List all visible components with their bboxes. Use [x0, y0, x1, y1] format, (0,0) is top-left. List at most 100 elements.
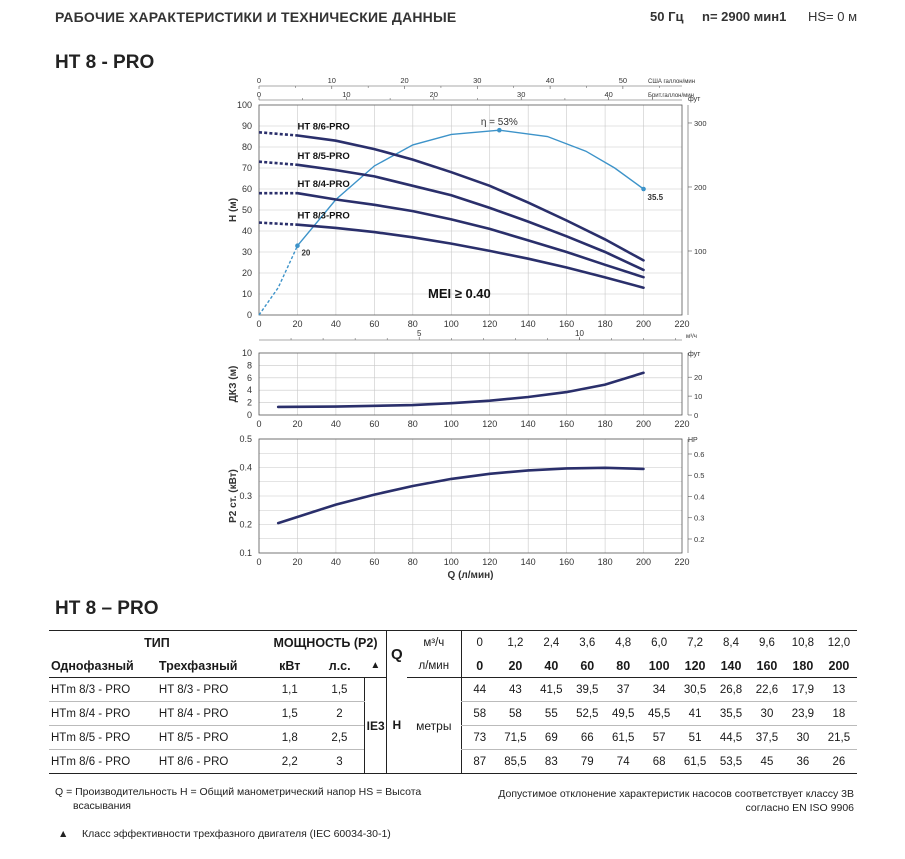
x-tick-label: 80 [408, 557, 418, 567]
right-axis-label: фут [688, 351, 701, 358]
frequency-label: 50 Гц [650, 9, 684, 24]
cell-head-value: 52,5 [569, 701, 606, 726]
q-m3h-1: 1,2 [497, 630, 534, 654]
model-title-top: HT 8 - PRO [55, 52, 155, 73]
head-curve-dashed [258, 221, 298, 226]
cell-head-value: 69 [533, 725, 570, 750]
cell-head-value: 34 [641, 677, 678, 702]
q-lmin-5: 100 [641, 654, 678, 678]
cell-head-value: 61,5 [605, 725, 642, 750]
x-tick-label: 220 [674, 419, 689, 429]
x-tick-label: 20 [292, 557, 302, 567]
header-q: Q [386, 630, 407, 678]
cell-kw: 1,8 [264, 725, 315, 750]
x-tick-label: 0 [256, 557, 261, 567]
y-right-tick-label: 0.4 [694, 492, 704, 501]
cell-kw: 1,1 [264, 677, 315, 702]
efficiency-peak-label: η = 53% [481, 117, 518, 128]
cell-head-value: 83 [533, 749, 570, 774]
y-tick-label: 100 [237, 100, 252, 110]
x-tick-label: 180 [598, 419, 613, 429]
top-us-label: США галлон/мин [648, 79, 695, 85]
cell-head-value: 57 [641, 725, 678, 750]
x-tick-label: 220 [674, 557, 689, 567]
power-curve [276, 466, 645, 525]
page-header-title: РАБОЧИЕ ХАРАКТЕРИСТИКИ И ТЕХНИЧЕСКИЕ ДАН… [55, 9, 457, 25]
cell-head-value: 13 [820, 677, 857, 702]
x-tick-label: 60 [369, 557, 379, 567]
q-lmin-3: 60 [569, 654, 606, 678]
y-right-tick-label: 200 [694, 183, 707, 192]
head-curve [296, 134, 645, 262]
top-imp-tick-label: 30 [517, 90, 525, 99]
top-us-tick-label: 30 [473, 76, 481, 85]
cell-three-phase: HT 8/3 - PRO [156, 677, 265, 702]
cell-head-value: 18 [820, 701, 857, 726]
top-us-tick-label: 10 [328, 76, 336, 85]
cell-head-value: 51 [677, 725, 714, 750]
x-tick-label: 20 [292, 419, 302, 429]
power-chart: 0.1 0.2 0.3 0.4 0.5 0 20 40 60 80 100 120 140 160 180 2… [228, 434, 704, 581]
efficiency-right-label: 35.5 [648, 193, 664, 202]
x-tick-label: 0 [256, 319, 261, 329]
q-m3h-3: 3,6 [569, 630, 606, 654]
top-imp-tick-label: 10 [342, 90, 350, 99]
x-tick-label: 0 [256, 419, 261, 429]
x-tick-label: 40 [331, 319, 341, 329]
legend-note: Q = Производительность H = Общий маномет… [55, 785, 421, 813]
cell-head-value: 58 [461, 701, 498, 726]
cell-head-value: 41 [677, 701, 714, 726]
header-kw: кВт [264, 654, 315, 678]
cell-head-value: 30,5 [677, 677, 714, 702]
cell-head-value: 44,5 [713, 725, 749, 750]
y-tick-label: 0.5 [239, 434, 252, 444]
x-tick-label: 140 [521, 419, 536, 429]
cell-head-value: 61,5 [677, 749, 714, 774]
efficiency-curve [296, 129, 644, 247]
top-imp-tick-label: 40 [604, 90, 612, 99]
cell-head-value: 45,5 [641, 701, 678, 726]
head-curve [296, 163, 645, 272]
head-curve [296, 191, 645, 279]
efficiency-point-left [295, 243, 300, 248]
header-three-phase: Трехфазный [156, 654, 265, 678]
table-row: HTm 8/4 - PRO HT 8/4 - PRO 1,5 2 58 58 55 52,5 4… [49, 701, 857, 726]
x-tick-label: 40 [331, 557, 341, 567]
x-tick-label: 180 [598, 557, 613, 567]
x-tick-label: 200 [636, 419, 651, 429]
x-axis-label: Q (л/мин) [448, 570, 494, 581]
cell-kw: 2,2 [264, 749, 315, 774]
cell-h-label: H [386, 677, 407, 774]
cell-head-value: 41,5 [533, 677, 570, 702]
head-curve-dashed [258, 160, 298, 167]
speed-label: n= 2900 мин1 [702, 9, 787, 24]
cell-head-value: 85,5 [497, 749, 534, 774]
plot-frame [258, 438, 683, 554]
npsh-curve [276, 371, 645, 409]
x-tick-label: 160 [559, 557, 574, 567]
y-right-tick-label: 10 [694, 392, 702, 401]
header-hp: л.с. [314, 654, 365, 678]
y-tick-label: 0.4 [239, 463, 252, 473]
x-tick-label: 200 [636, 557, 651, 567]
y-tick-label: 10 [242, 348, 252, 358]
efficiency-left-label: 20 [301, 249, 310, 258]
y-right-tick-label: 0.2 [694, 535, 704, 544]
cell-hp: 2 [314, 701, 365, 726]
cell-hp: 1,5 [314, 677, 365, 702]
cell-head-value: 87 [461, 749, 498, 774]
series-label: HT 8/5-PRO [297, 151, 349, 162]
y-tick-label: 6 [247, 373, 252, 383]
y-right-tick-label: 0.5 [694, 471, 704, 480]
x-tick-label: 120 [482, 557, 497, 567]
y-right-tick-label: 0 [694, 411, 698, 420]
y-tick-label: 0.1 [239, 548, 252, 558]
header-triangle: ▲ [364, 654, 387, 678]
series-label: HT 8/6-PRO [297, 121, 349, 132]
q-lmin-7: 140 [713, 654, 749, 678]
suction-height-label: HS= 0 м [808, 9, 858, 24]
efficiency-curve-dashed [258, 245, 299, 316]
y-right-tick-label: 0.6 [694, 450, 704, 459]
triangle-symbol: ▲ [58, 828, 69, 840]
